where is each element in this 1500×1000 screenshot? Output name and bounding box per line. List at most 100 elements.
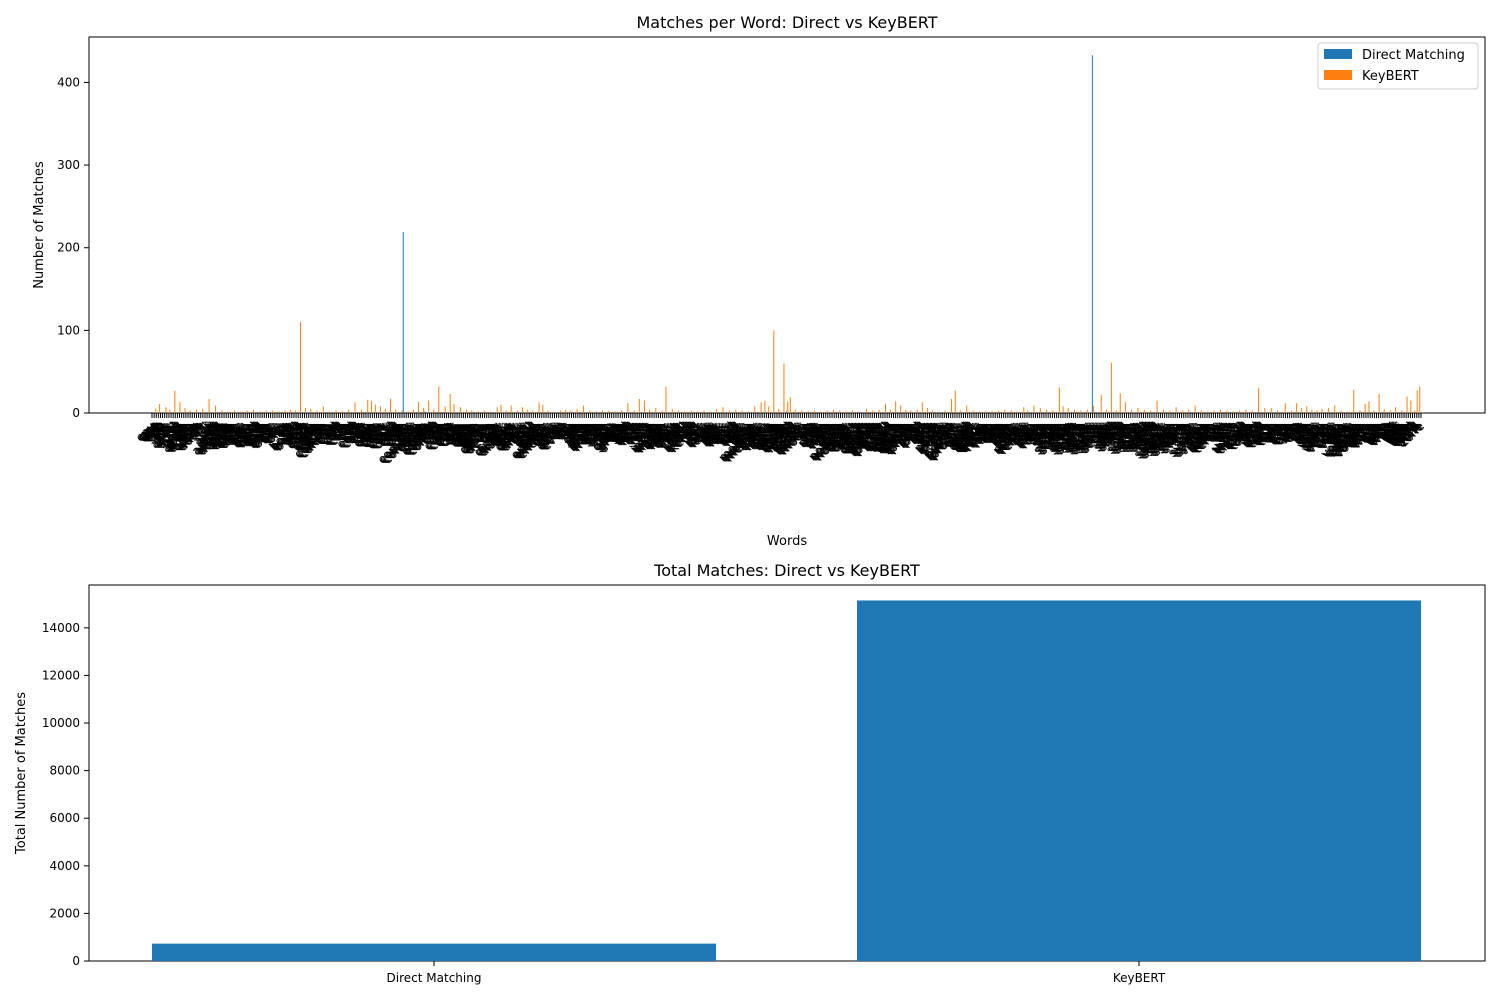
keybert-bar-82 bbox=[621, 410, 623, 413]
keybert-bar-33 bbox=[348, 409, 350, 413]
keybert-bar-177 bbox=[1175, 407, 1177, 413]
keybert-bar-18 bbox=[259, 411, 261, 413]
keybert-bar-75 bbox=[576, 408, 578, 413]
chart2-y-tick-label: 4000 bbox=[49, 859, 80, 873]
keybert-bar-127 bbox=[884, 403, 886, 413]
keybert-bar-216 bbox=[1406, 396, 1408, 413]
keybert-bar-191 bbox=[1264, 408, 1266, 413]
keybert-bar-106 bbox=[764, 400, 766, 413]
keybert-bar-196 bbox=[1296, 403, 1298, 413]
chart1-y-axis-label: Number of Matches bbox=[32, 161, 47, 289]
keybert-bar-203 bbox=[1334, 405, 1336, 413]
keybert-bar-103 bbox=[747, 411, 749, 413]
keybert-bar-156 bbox=[1052, 410, 1054, 413]
keybert-bar-207 bbox=[1359, 410, 1361, 413]
keybert-bar-47 bbox=[423, 408, 425, 413]
keybert-bar-199 bbox=[1311, 409, 1313, 413]
keybert-bar-90 bbox=[665, 386, 667, 413]
keybert-bar-113 bbox=[794, 409, 796, 413]
direct-bar-0 bbox=[350, 412, 352, 413]
keybert-bar-56 bbox=[471, 410, 473, 413]
keybert-bar-87 bbox=[648, 409, 650, 413]
keybert-bar-133 bbox=[916, 409, 918, 413]
keybert-bar-190 bbox=[1258, 388, 1260, 413]
chart1-x-ticks: cpucpucpu65065065065065065018s18s18s18s1… bbox=[133, 413, 1427, 467]
keybert-bar-219 bbox=[1416, 390, 1418, 413]
keybert-bar-12 bbox=[221, 410, 223, 413]
keybert-bar-198 bbox=[1306, 406, 1308, 413]
keybert-bar-115 bbox=[807, 411, 809, 413]
keybert-bar-158 bbox=[1062, 406, 1064, 413]
keybert-bar-104 bbox=[754, 406, 756, 413]
keybert-bar-48 bbox=[428, 400, 430, 413]
keybert-bar-71 bbox=[553, 411, 555, 413]
keybert-bar-129 bbox=[895, 401, 897, 413]
keybert-bar-168 bbox=[1119, 393, 1121, 413]
chart1-y-tick-label: 400 bbox=[57, 75, 80, 89]
chart1-title: Matches per Word: Direct vs KeyBERT bbox=[636, 13, 937, 32]
direct-bar-6 bbox=[1091, 55, 1093, 414]
keybert-bar-171 bbox=[1137, 408, 1139, 413]
keybert-bar-172 bbox=[1143, 409, 1145, 413]
keybert-bar-8 bbox=[195, 409, 197, 413]
keybert-bar-163 bbox=[1093, 405, 1095, 413]
keybert-bar-85 bbox=[638, 398, 640, 413]
keybert-bar-3 bbox=[169, 409, 171, 413]
keybert-bar-15 bbox=[240, 411, 242, 413]
chart2-x-tick-label: Direct Matching bbox=[387, 971, 482, 985]
keybert-bar-36 bbox=[367, 399, 369, 413]
keybert-bar-46 bbox=[417, 402, 419, 413]
chart1-y-tick-label: 100 bbox=[57, 323, 80, 337]
keybert-bar-131 bbox=[905, 409, 907, 413]
keybert-bar-214 bbox=[1395, 407, 1397, 413]
keybert-bar-165 bbox=[1105, 409, 1107, 413]
chart-matches-per-word: Matches per Word: Direct vs KeyBERT 0 100… bbox=[32, 13, 1486, 549]
keybert-bar-202 bbox=[1327, 408, 1329, 413]
chart1-y-ticks: 0 100 200 300 400 bbox=[57, 75, 89, 420]
chart1-x-axis-label: Words bbox=[767, 534, 807, 549]
keybert-bar-139 bbox=[950, 398, 952, 413]
keybert-bar-188 bbox=[1245, 409, 1247, 413]
keybert-bar-107 bbox=[768, 406, 770, 413]
keybert-bar-218 bbox=[1414, 410, 1416, 413]
keybert-bar-31 bbox=[335, 410, 337, 413]
keybert-bar-135 bbox=[926, 408, 928, 413]
chart1-y-tick-label: 200 bbox=[57, 241, 80, 255]
keybert-bar-25 bbox=[299, 322, 301, 413]
keybert-bar-55 bbox=[466, 409, 468, 413]
keybert-bar-49 bbox=[433, 409, 435, 413]
keybert-bar-62 bbox=[505, 410, 507, 413]
keybert-bar-200 bbox=[1316, 410, 1318, 413]
keybert-bar-61 bbox=[500, 404, 502, 413]
keybert-bar-83 bbox=[627, 403, 629, 413]
direct-bar-4 bbox=[786, 411, 787, 413]
keybert-bar-19 bbox=[265, 410, 267, 413]
keybert-bar-178 bbox=[1181, 410, 1183, 413]
keybert-bar-123 bbox=[858, 411, 860, 413]
keybert-bar-220 bbox=[1419, 386, 1421, 413]
keybert-bar-140 bbox=[954, 390, 956, 413]
chart1-y-tick-label: 0 bbox=[72, 406, 80, 420]
keybert-bar-146 bbox=[991, 411, 993, 413]
chart2-y-tick-label: 2000 bbox=[49, 906, 80, 920]
keybert-bar-105 bbox=[760, 402, 762, 413]
keybert-bar-195 bbox=[1291, 410, 1293, 413]
keybert-bar-98 bbox=[716, 408, 718, 413]
keybert-bar-143 bbox=[972, 410, 974, 413]
keybert-bar-1 bbox=[159, 403, 161, 413]
keybert-bar-29 bbox=[322, 406, 324, 413]
chart2-y-tick-label: 6000 bbox=[49, 811, 80, 825]
keybert-bar-42 bbox=[395, 409, 397, 413]
chart2-y-tick-label: 0 bbox=[72, 954, 80, 968]
keybert-bar-41 bbox=[390, 398, 392, 413]
keybert-bar-94 bbox=[690, 410, 692, 413]
keybert-bar-91 bbox=[671, 408, 673, 413]
keybert-bar-114 bbox=[801, 410, 803, 413]
keybert-bar-119 bbox=[832, 409, 834, 413]
chart1-y-tick-label: 300 bbox=[57, 158, 80, 172]
keybert-bar-159 bbox=[1067, 408, 1069, 413]
keybert-bar-101 bbox=[735, 409, 737, 413]
keybert-bar-155 bbox=[1046, 409, 1048, 413]
keybert-bar-13 bbox=[227, 411, 229, 413]
keybert-bar-108 bbox=[773, 330, 775, 413]
